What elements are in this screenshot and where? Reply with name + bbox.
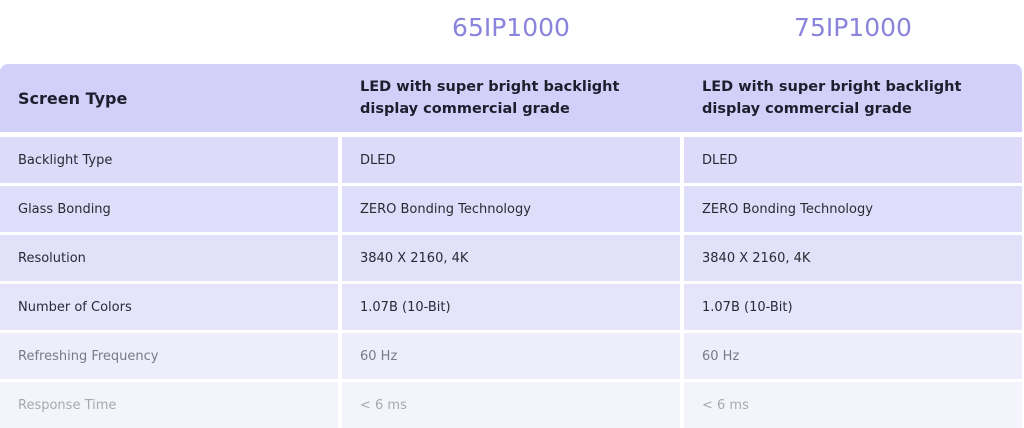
- header-cell: Screen Type: [0, 64, 338, 132]
- cell-text: Resolution: [18, 250, 86, 266]
- table-cell: 1.07B (10-Bit): [342, 284, 680, 330]
- cell-text: 60 Hz: [360, 348, 398, 364]
- header-cell: LED with super bright backlight display …: [684, 64, 1022, 132]
- header-row: [0, 64, 1022, 132]
- cell-text: LED with super bright backlight display …: [702, 79, 962, 117]
- cell-text: LED with super bright backlight display …: [360, 79, 620, 117]
- cell-text: 3840 X 2160, 4K: [360, 250, 469, 266]
- cell-text: ZERO Bonding Technology: [360, 201, 531, 217]
- cell-text: < 6 ms: [702, 397, 749, 413]
- table-cell: 60 Hz: [342, 333, 680, 379]
- table-cell: Response Time: [0, 382, 338, 428]
- table-cell: < 6 ms: [342, 382, 680, 428]
- cell-text: 3840 X 2160, 4K: [702, 250, 811, 266]
- cell-text: 1.07B (10-Bit): [360, 299, 451, 315]
- cell-text: 60 Hz: [702, 348, 740, 364]
- cell-text: ZERO Bonding Technology: [702, 201, 873, 217]
- table-cell: Backlight Type: [0, 137, 338, 183]
- table-cell: Glass Bonding: [0, 186, 338, 232]
- table-cell: < 6 ms: [684, 382, 1022, 428]
- table-cell: DLED: [684, 137, 1022, 183]
- cell-text: 1.07B (10-Bit): [702, 299, 793, 315]
- cell-text: DLED: [360, 152, 396, 168]
- table-cell: 60 Hz: [684, 333, 1022, 379]
- cell-text: Backlight Type: [18, 152, 113, 168]
- cell-text: Response Time: [18, 397, 117, 413]
- cell-text: Refreshing Frequency: [18, 348, 159, 364]
- cell-text: DLED: [702, 152, 738, 168]
- table-cell: DLED: [342, 137, 680, 183]
- table-cell: ZERO Bonding Technology: [684, 186, 1022, 232]
- cell-text: Screen Type: [18, 88, 128, 108]
- cell-text: < 6 ms: [360, 397, 407, 413]
- model-heading: 75IP1000: [794, 13, 912, 42]
- model-heading: 65IP1000: [452, 13, 570, 42]
- table-cell: ZERO Bonding Technology: [342, 186, 680, 232]
- table-cell: 3840 X 2160, 4K: [684, 235, 1022, 281]
- table-cell: Resolution: [0, 235, 338, 281]
- table-cell: 3840 X 2160, 4K: [342, 235, 680, 281]
- header-cell: LED with super bright backlight display …: [342, 64, 680, 132]
- table-cell: Refreshing Frequency: [0, 333, 338, 379]
- table-cell: Number of Colors: [0, 284, 338, 330]
- cell-text: Glass Bonding: [18, 201, 111, 217]
- table-cell: 1.07B (10-Bit): [684, 284, 1022, 330]
- cell-text: Number of Colors: [18, 299, 132, 315]
